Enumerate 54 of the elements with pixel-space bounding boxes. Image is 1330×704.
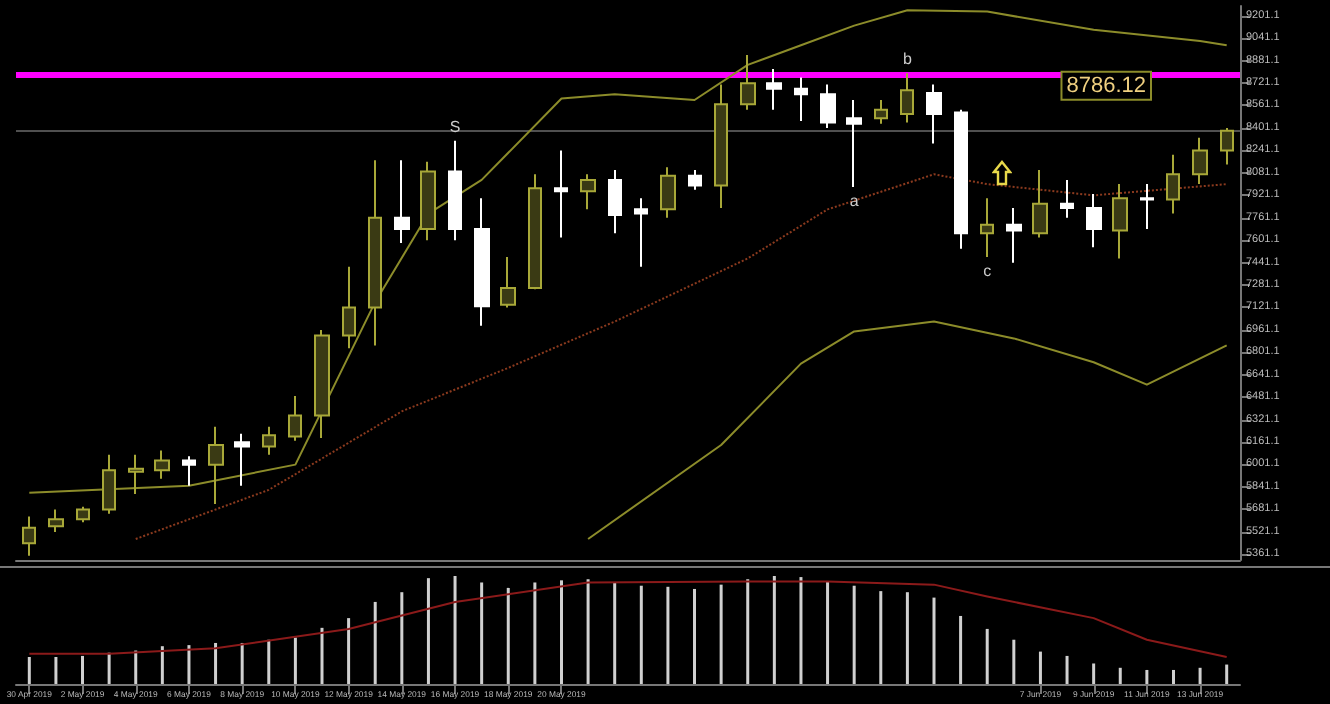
candlestick: [22, 515, 36, 557]
candlestick: [474, 197, 490, 327]
candlestick: [714, 83, 728, 209]
candlestick: [980, 197, 994, 259]
candlestick: [608, 169, 622, 235]
candlestick: [634, 197, 648, 268]
candlestick: [1220, 127, 1234, 166]
annotation: c: [983, 262, 992, 281]
candlestick: [48, 508, 64, 533]
candlestick: [234, 432, 250, 487]
candlestick: [154, 449, 170, 480]
candlestick: [420, 160, 436, 242]
line-series: [28, 9, 1228, 494]
ref-line-label: 8786.12: [1066, 73, 1146, 98]
candlestick: [368, 159, 382, 347]
candlestick: [76, 505, 90, 524]
annotation: S: [449, 117, 461, 136]
candlestick: [314, 328, 330, 439]
candlestick: [1086, 192, 1102, 249]
candlestick: [954, 108, 968, 250]
candlestick: [766, 68, 782, 111]
candlestick: [1112, 183, 1128, 260]
candlestick: [740, 54, 756, 111]
candlestick: [528, 173, 542, 291]
annotation: b: [902, 50, 913, 69]
candlestick: [342, 265, 356, 350]
candlestick: [1032, 169, 1048, 239]
candlestick: [688, 169, 702, 191]
candlestick: [846, 98, 862, 188]
candlestick: [394, 159, 410, 245]
candlestick: [554, 149, 568, 239]
candlestick: [1006, 206, 1022, 264]
candlestick: [182, 455, 196, 487]
candlestick: [580, 173, 596, 211]
line-series: [134, 173, 1228, 540]
candlestick: [102, 453, 116, 515]
candlestick: [448, 139, 462, 242]
candlestick: [208, 425, 224, 505]
candlestick: [660, 166, 676, 219]
candlestick: [1166, 153, 1180, 215]
candlestick: [874, 98, 888, 125]
candlestick: [1060, 178, 1074, 219]
candlestick: [1192, 136, 1208, 186]
candlestick: [128, 453, 144, 496]
candlestick: [900, 72, 914, 124]
candlestick: [926, 83, 942, 145]
candlestick: [1140, 183, 1154, 230]
candlestick: [820, 83, 836, 130]
candlestick: [500, 256, 516, 309]
annotation: a: [849, 191, 860, 210]
candlestick: [288, 394, 302, 442]
candlestick: [262, 425, 276, 456]
candlestick: [794, 76, 808, 123]
line-series: [587, 320, 1228, 540]
